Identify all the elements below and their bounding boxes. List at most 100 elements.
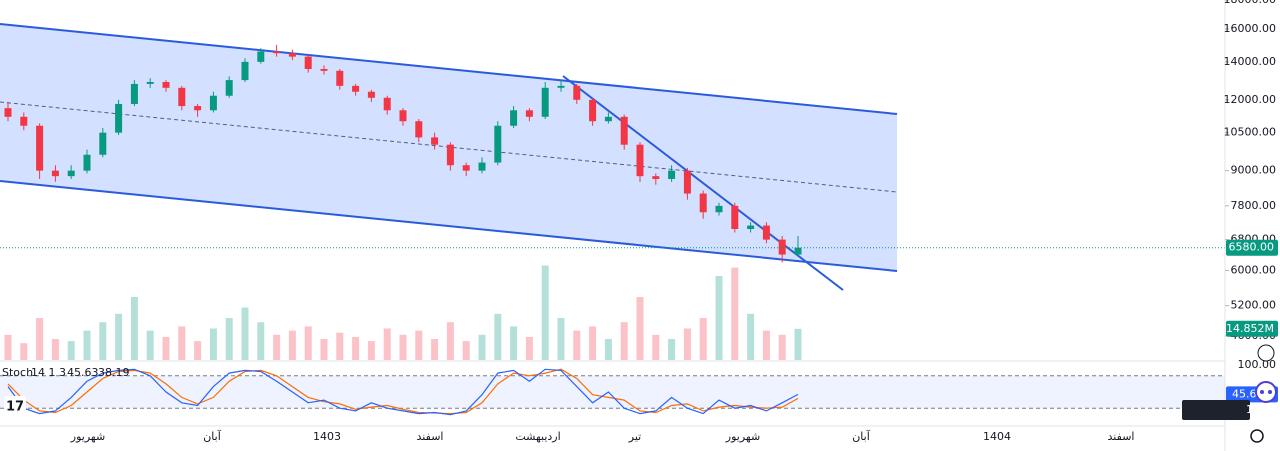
candle-body — [241, 61, 249, 81]
logo-bg — [4, 396, 26, 416]
candle-body — [367, 91, 375, 98]
candle-body — [415, 121, 423, 138]
candle-body — [130, 83, 138, 104]
candle-body — [510, 110, 518, 126]
volume-bar — [778, 334, 786, 360]
volume-bar — [541, 265, 549, 360]
volume-bar — [589, 326, 597, 360]
candle-body — [462, 165, 470, 171]
volume-bar — [178, 326, 186, 360]
volume-bar — [115, 313, 123, 360]
stoch-k-line — [7, 368, 799, 416]
icon-dot — [1260, 390, 1264, 394]
x-tick-label: 1404 — [983, 430, 1011, 443]
x-tick-label: تیر — [628, 430, 641, 443]
logo: 17 — [6, 400, 24, 415]
volume-tag — [1226, 320, 1278, 337]
button[interactable] — [1257, 344, 1275, 362]
channel-lower — [0, 180, 898, 272]
last-price-label: 6580.00 — [1229, 241, 1275, 254]
time-axis: شهریور آبان 1403 اسفند اردیبهشت تیر شهریور آبان… — [70, 429, 1135, 443]
volume-bar — [130, 297, 138, 360]
volume-bar — [383, 328, 391, 360]
candle-body — [51, 170, 59, 177]
x-tick-label: شهریور — [70, 430, 105, 443]
volume-bar — [4, 334, 12, 360]
candle-body — [541, 87, 549, 117]
candle-body — [715, 205, 723, 213]
volume-bar — [620, 322, 628, 360]
volume-bar — [336, 332, 344, 360]
volume-bar — [668, 339, 676, 360]
volume-bar — [20, 343, 28, 360]
volume-bar — [399, 334, 407, 360]
x-tick-label: شهریور — [725, 430, 760, 443]
y-tick-label: 12000.00 — [1224, 93, 1277, 106]
icon-dot — [1268, 390, 1272, 394]
y-tick-label: 18000.00 — [1224, 0, 1277, 6]
volume-bar — [288, 330, 296, 360]
candle-body — [352, 85, 360, 92]
candle-body — [652, 176, 660, 179]
volume-label: 14.852M — [1226, 322, 1274, 335]
volume-bar — [146, 330, 154, 360]
settings-button[interactable] — [1250, 429, 1264, 443]
last-price-tag — [1226, 239, 1278, 256]
candle-body — [557, 85, 565, 88]
stoch-name: Stoch — [2, 366, 33, 379]
y-tick-label: 6000.00 — [1231, 263, 1277, 276]
volume-bar — [194, 341, 202, 360]
volume-bar — [747, 313, 755, 360]
stoch-k-value: 45.63 — [67, 366, 99, 379]
volume-bar — [794, 328, 802, 360]
candle-body — [320, 68, 328, 71]
candle-body — [699, 193, 707, 213]
candle-body — [288, 53, 296, 57]
volume-bar — [352, 336, 360, 360]
volume-bar — [304, 326, 312, 360]
candle-body — [178, 87, 186, 107]
candle-body — [36, 125, 44, 171]
tv-logo[interactable]: 17 — [4, 396, 26, 416]
volume-bar — [83, 330, 91, 360]
volume-bar — [525, 336, 533, 360]
candle-body — [573, 85, 581, 100]
candle-body — [115, 103, 123, 133]
x-tick-label: آبان — [852, 429, 870, 443]
side-buttons[interactable] — [1250, 344, 1277, 443]
candle-body — [478, 162, 486, 171]
candle-body — [494, 125, 502, 163]
candle-body — [525, 110, 533, 117]
y-tick-label: 7800.00 — [1231, 199, 1277, 212]
volume-pane — [4, 265, 802, 360]
volume-bar — [573, 330, 581, 360]
x-tick-label: اسفند — [1108, 430, 1135, 443]
y-tick-label: 5200.00 — [1231, 299, 1277, 312]
candles — [0, 44, 1225, 263]
volume-bar — [225, 318, 233, 360]
candle-body — [604, 116, 612, 122]
candle-body — [446, 144, 454, 166]
y-tick-label: 10500.00 — [1224, 126, 1277, 139]
volume-bar — [762, 330, 770, 360]
tooltip-bg — [1182, 400, 1250, 420]
candle-body — [636, 144, 644, 177]
volume-bar — [209, 328, 217, 360]
channel-upper — [0, 23, 898, 115]
volume-bar — [446, 322, 454, 360]
candle-body — [683, 170, 691, 194]
volume-bar — [320, 339, 328, 360]
volume-bar — [67, 341, 75, 360]
stoch-legend: Stoch 14 1 3 45.63 38.19 — [2, 366, 130, 379]
x-tick-label: اردیبهشت — [515, 430, 560, 443]
price-axis-bg — [1225, 0, 1280, 451]
volume-bar — [557, 318, 565, 360]
volume-bar — [731, 267, 739, 360]
volume-bar — [699, 318, 707, 360]
button[interactable] — [1255, 381, 1277, 403]
x-tick-label: آبان — [203, 429, 221, 443]
candle-body — [731, 205, 739, 229]
x-tick-label: 1403 — [313, 430, 341, 443]
